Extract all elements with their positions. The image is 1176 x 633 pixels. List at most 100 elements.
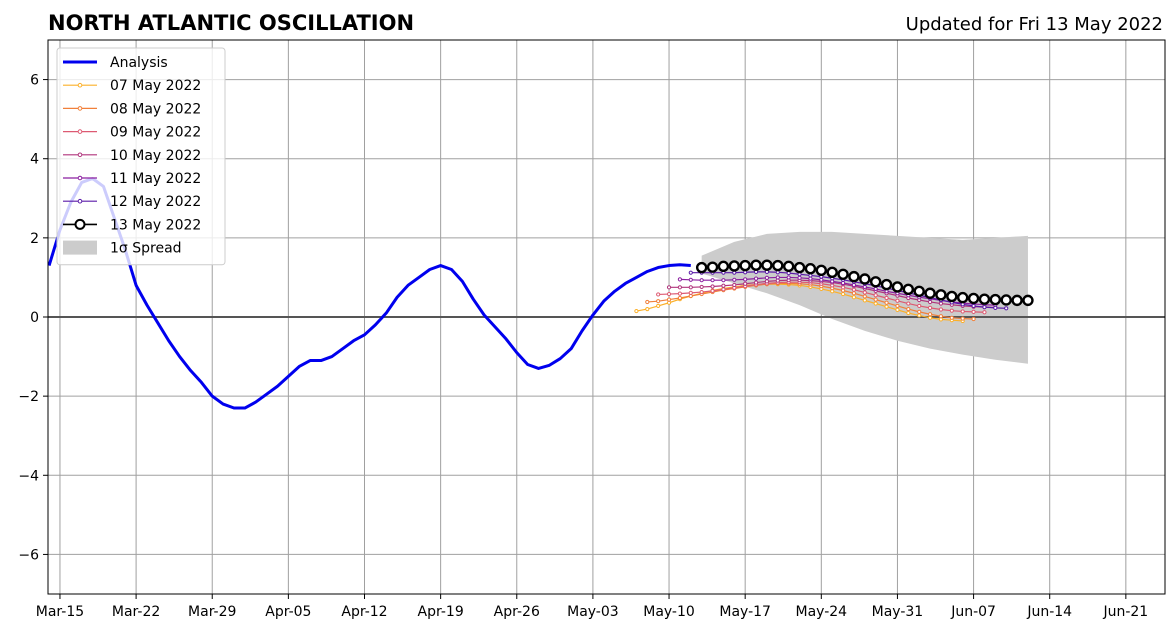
x-tick-label: Apr-26 [494, 604, 540, 620]
legend-label-forecast: 09 May 2022 [110, 125, 201, 141]
forecast-point [906, 310, 911, 316]
legend-swatch-spread [63, 240, 97, 255]
forecast-point [666, 285, 672, 290]
forecast-point [721, 283, 726, 288]
forecast-point [710, 284, 715, 289]
forecast-point [873, 293, 878, 298]
legend-label-spread: 1σ Spread [110, 241, 182, 257]
forecast-point [739, 259, 751, 272]
y-tick-label: 2 [30, 231, 39, 247]
y-tick-label: −4 [18, 468, 39, 484]
legend-swatch-marker [77, 152, 83, 158]
forecast-point [677, 277, 683, 282]
forecast-point [851, 291, 857, 296]
forecast-point [927, 305, 933, 310]
forecast-point [772, 259, 784, 272]
forecast-point [880, 278, 893, 291]
forecast-point [815, 264, 828, 277]
forecast-point [677, 285, 683, 290]
y-tick-label: 0 [30, 310, 39, 326]
forecast-point [732, 277, 737, 282]
forecast-point [927, 315, 933, 320]
forecast-point [804, 263, 817, 275]
forecast-point [721, 287, 726, 292]
forecast-point [743, 277, 748, 282]
forecast-point [851, 287, 857, 292]
forecast-point [884, 304, 889, 309]
x-tick-label: Mar-29 [188, 604, 236, 620]
forecast-point [917, 303, 922, 309]
forecast-point [884, 300, 889, 305]
legend-box [56, 47, 226, 266]
x-tick-label: Jun-14 [1026, 604, 1072, 620]
forecast-point [699, 284, 704, 290]
forecast-point [891, 281, 904, 293]
legend-swatch-marker [74, 218, 86, 230]
forecast-series-6 [695, 259, 1034, 307]
forecast-point [688, 290, 693, 295]
plot-area: Mar-15 Mar-22 Mar-29 Apr-05 Apr-12 Apr-19 Apr-… [18, 39, 1166, 620]
x-tick-label: May-24 [796, 604, 848, 620]
x-tick-label: May-17 [719, 604, 771, 620]
forecast-point [935, 289, 947, 301]
forecast-point [917, 309, 922, 314]
x-tick-label: Apr-05 [265, 604, 311, 620]
x-tick-label: May-10 [643, 604, 695, 620]
forecast-point [645, 299, 650, 305]
forecast-point [753, 276, 759, 281]
forecast-point [797, 275, 802, 280]
legend-swatch-marker [77, 198, 83, 204]
forecast-point [721, 278, 726, 283]
x-tick-label: Apr-19 [418, 604, 464, 620]
forecast-point [971, 303, 976, 309]
forecast-point [862, 298, 867, 303]
forecast-point [688, 270, 693, 275]
forecast-point [793, 261, 806, 274]
forecast-point [634, 308, 639, 314]
series-group [48, 177, 1165, 410]
forecast-point [913, 285, 925, 297]
y-tick-label: 6 [30, 73, 39, 89]
forecast-point [1011, 294, 1023, 307]
forecast-point [1000, 294, 1012, 306]
forecast-point [993, 305, 998, 310]
legend-label-forecast: 07 May 2022 [110, 78, 201, 94]
x-tick-label: Mar-15 [36, 604, 84, 620]
y-tick-label: −2 [18, 389, 39, 405]
forecast-point [840, 291, 846, 297]
forecast-point [873, 297, 878, 302]
forecast-point [971, 316, 976, 322]
forecast-point [764, 275, 770, 280]
forecast-point [859, 273, 871, 285]
forecast-point [873, 301, 878, 306]
legend-swatch-marker [77, 129, 83, 134]
x-tick-label: Jun-07 [950, 604, 996, 620]
forecast-point [688, 277, 693, 282]
forecast-point [786, 275, 791, 280]
forecast-point [656, 303, 661, 309]
forecast-point [848, 270, 860, 283]
forecast-point [656, 299, 661, 304]
legend-label-forecast: 13 May 2022 [110, 217, 201, 233]
legend: Analysis 07 May 2022 08 May 2022 09 May 202… [56, 47, 226, 266]
forecast-point [656, 292, 661, 297]
chart-title: NORTH ATLANTIC OSCILLATION [48, 11, 414, 35]
y-tick-label: 4 [30, 152, 39, 168]
forecast-point [1022, 294, 1034, 307]
forecast-point [895, 303, 900, 309]
x-tick-label: May-03 [567, 604, 619, 620]
legend-swatch-marker [77, 175, 83, 181]
forecast-point [978, 293, 991, 305]
forecast-point [927, 312, 933, 317]
forecast-point [884, 295, 889, 301]
forecast-point [837, 268, 849, 280]
analysis-line [48, 177, 691, 410]
x-tick-label: Mar-22 [112, 604, 160, 620]
forecast-point [906, 306, 911, 312]
forecast-point [710, 278, 715, 283]
forecast-point [666, 291, 672, 297]
forecast-point [960, 316, 965, 321]
forecast-point [717, 260, 730, 273]
x-tick-label: Jun-21 [1102, 604, 1148, 620]
